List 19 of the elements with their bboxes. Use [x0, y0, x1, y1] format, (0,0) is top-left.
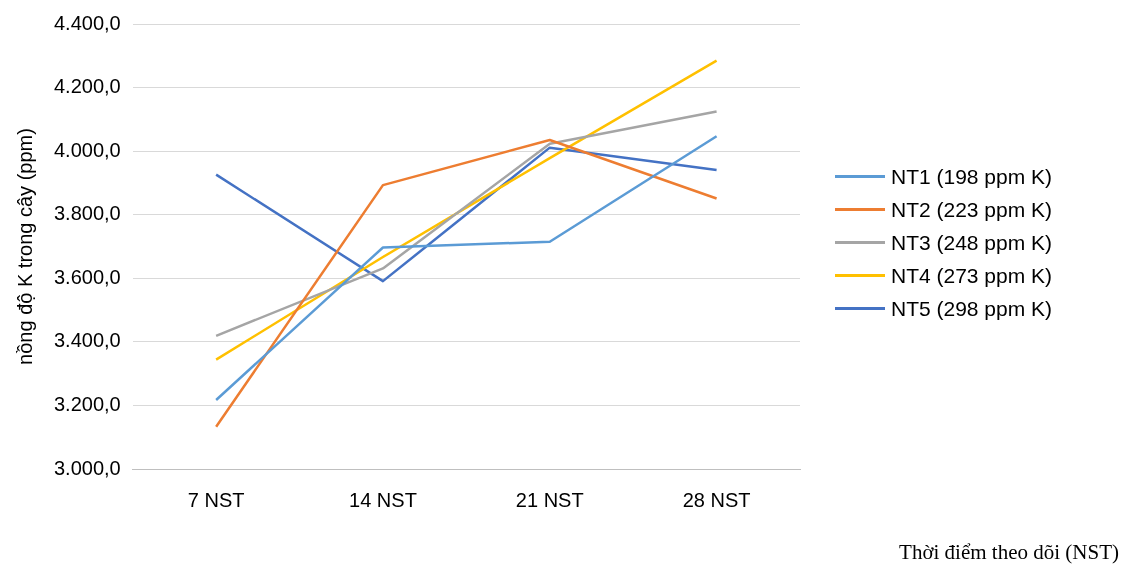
- x-tick-label: 21 NST: [515, 488, 584, 511]
- legend-label: NT5 (298 ppm K): [891, 296, 1053, 321]
- y-tick-label: 4.000,0: [53, 138, 121, 161]
- legend-label: NT3 (248 ppm K): [891, 230, 1053, 255]
- legend-label: NT2 (223 ppm K): [891, 197, 1053, 222]
- y-tick-label: 4.200,0: [53, 75, 121, 98]
- x-tick-label: 28 NST: [682, 488, 751, 511]
- x-tick-label: 7 NST: [187, 488, 245, 511]
- y-tick-label: 3.800,0: [53, 202, 121, 225]
- y-tick-label: 3.000,0: [53, 456, 121, 479]
- y-tick-label: 3.200,0: [53, 392, 121, 415]
- x-axis-title: Thời điểm theo dõi (NST): [899, 540, 1119, 565]
- legend-label: NT4 (273 ppm K): [891, 263, 1053, 288]
- y-axis-title: nồng độ K trong cây (ppm): [13, 128, 36, 365]
- legend-label: NT1 (198 ppm K): [891, 164, 1053, 189]
- x-tick-label: 14 NST: [349, 488, 417, 511]
- y-tick-label: 4.400,0: [53, 11, 121, 34]
- y-tick-label: 3.600,0: [53, 265, 121, 288]
- y-tick-label: 3.400,0: [53, 329, 121, 352]
